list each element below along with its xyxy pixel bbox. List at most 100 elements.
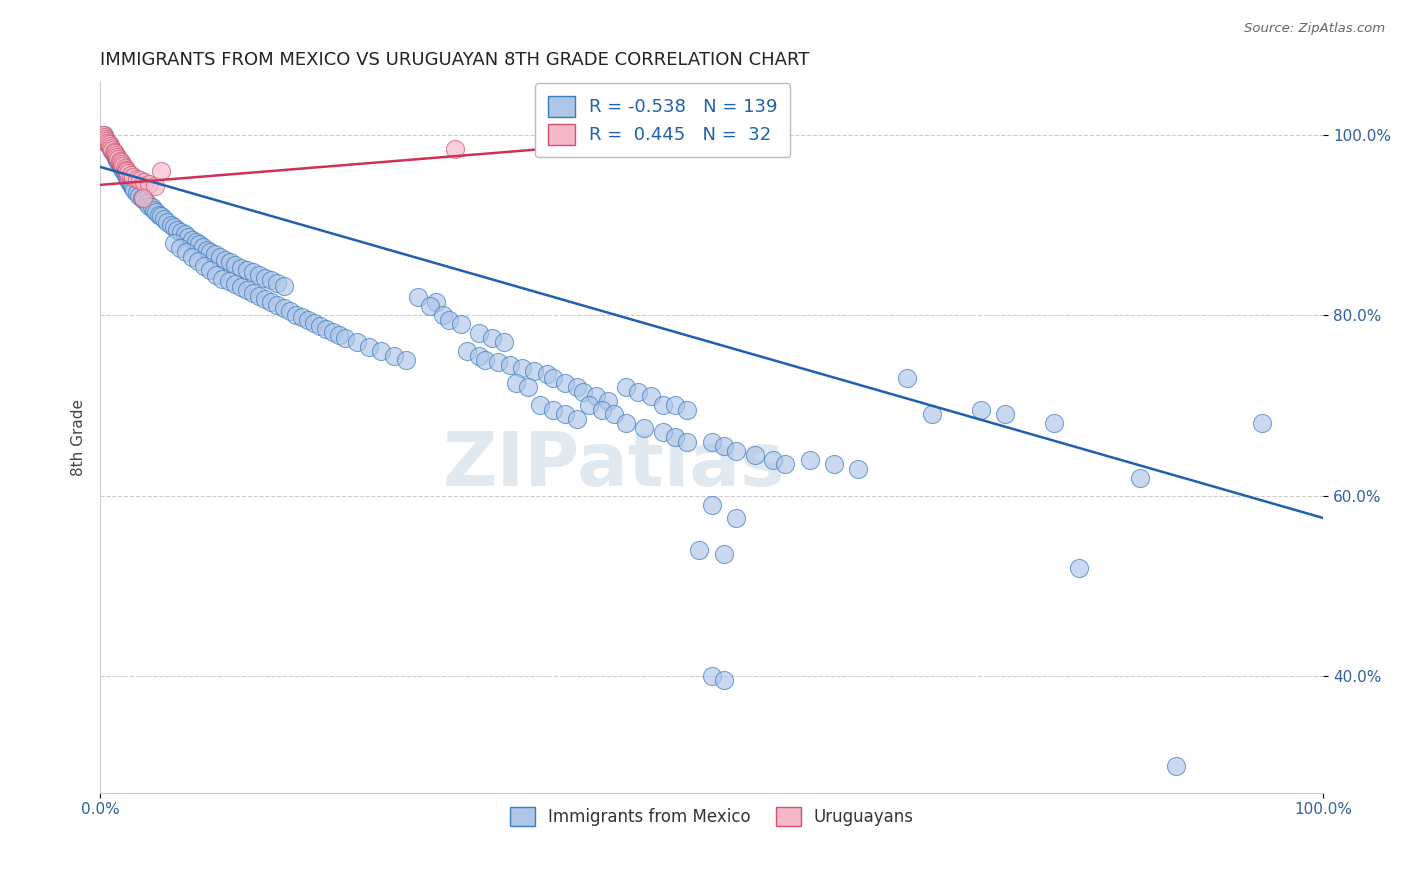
Point	[105, 153, 128, 167]
Point	[725, 511, 748, 525]
Point	[247, 268, 270, 282]
Point	[114, 161, 136, 175]
Point	[700, 668, 723, 682]
Point	[799, 452, 821, 467]
Point	[614, 417, 637, 431]
Point	[114, 162, 136, 177]
Point	[725, 443, 748, 458]
Point	[200, 263, 222, 277]
Point	[122, 181, 145, 195]
Point	[101, 143, 124, 157]
Point	[114, 168, 136, 182]
Point	[94, 132, 117, 146]
Point	[98, 139, 121, 153]
Point	[1129, 470, 1152, 484]
Point	[554, 408, 576, 422]
Point	[578, 399, 600, 413]
Point	[97, 137, 120, 152]
Point	[266, 298, 288, 312]
Point	[187, 254, 209, 268]
Point	[700, 434, 723, 449]
Point	[177, 230, 200, 244]
Point	[664, 430, 686, 444]
Point	[565, 380, 588, 394]
Point	[481, 331, 503, 345]
Point	[96, 136, 118, 150]
Point	[193, 259, 215, 273]
Point	[456, 344, 478, 359]
Point	[218, 255, 240, 269]
Point	[260, 273, 283, 287]
Point	[633, 421, 655, 435]
Point	[129, 173, 152, 187]
Point	[284, 308, 307, 322]
Point	[970, 403, 993, 417]
Point	[104, 146, 127, 161]
Point	[773, 457, 796, 471]
Point	[142, 203, 165, 218]
Point	[713, 439, 735, 453]
Point	[713, 673, 735, 687]
Point	[96, 134, 118, 148]
Point	[848, 461, 870, 475]
Point	[125, 171, 148, 186]
Point	[103, 146, 125, 161]
Point	[191, 240, 214, 254]
Point	[204, 247, 226, 261]
Point	[115, 170, 138, 185]
Point	[322, 325, 344, 339]
Point	[143, 178, 166, 193]
Point	[664, 399, 686, 413]
Point	[218, 274, 240, 288]
Text: Source: ZipAtlas.com: Source: ZipAtlas.com	[1244, 22, 1385, 36]
Point	[214, 252, 236, 267]
Point	[117, 172, 139, 186]
Point	[302, 316, 325, 330]
Point	[591, 403, 613, 417]
Point	[744, 448, 766, 462]
Point	[541, 371, 564, 385]
Point	[468, 326, 491, 341]
Point	[93, 128, 115, 143]
Text: ZIPatlas: ZIPatlas	[443, 429, 785, 502]
Point	[419, 300, 441, 314]
Point	[382, 349, 405, 363]
Point	[134, 193, 156, 207]
Point	[1166, 758, 1188, 772]
Point	[117, 166, 139, 180]
Point	[499, 358, 522, 372]
Point	[994, 408, 1017, 422]
Point	[184, 235, 207, 249]
Point	[627, 384, 650, 399]
Point	[180, 250, 202, 264]
Point	[273, 301, 295, 316]
Point	[468, 349, 491, 363]
Point	[100, 142, 122, 156]
Point	[118, 175, 141, 189]
Point	[328, 328, 350, 343]
Y-axis label: 8th Grade: 8th Grade	[72, 399, 86, 475]
Point	[105, 150, 128, 164]
Point	[486, 355, 509, 369]
Point	[614, 380, 637, 394]
Point	[346, 335, 368, 350]
Text: IMMIGRANTS FROM MEXICO VS URUGUAYAN 8TH GRADE CORRELATION CHART: IMMIGRANTS FROM MEXICO VS URUGUAYAN 8TH …	[100, 51, 810, 69]
Point	[108, 153, 131, 168]
Point	[297, 313, 319, 327]
Point	[112, 159, 135, 173]
Point	[1067, 560, 1090, 574]
Point	[105, 151, 128, 165]
Point	[676, 403, 699, 417]
Point	[132, 191, 155, 205]
Point	[713, 547, 735, 561]
Point	[432, 309, 454, 323]
Point	[536, 367, 558, 381]
Point	[603, 408, 626, 422]
Point	[96, 133, 118, 147]
Point	[510, 360, 533, 375]
Point	[1043, 417, 1066, 431]
Point	[333, 331, 356, 345]
Point	[450, 318, 472, 332]
Point	[115, 164, 138, 178]
Point	[529, 399, 551, 413]
